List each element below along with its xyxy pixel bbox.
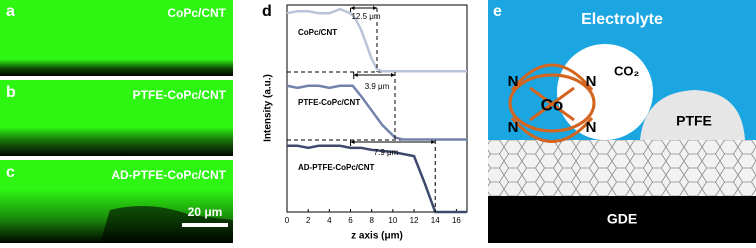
chart: d Intensity (a.u.) z axis (μm) 0 2 4 6 8 10 12…: [262, 3, 468, 242]
bond: [529, 86, 575, 122]
series-label: PTFE-CoPc/CNT: [298, 98, 360, 107]
figure: a CoPc/CNT b PTFE-CoPc/CNT c AD-PTFE-CoP…: [0, 0, 756, 243]
x-tick-label: 8: [369, 216, 374, 225]
panel-letter: d: [262, 3, 272, 20]
profile-line: [286, 7, 467, 73]
ptfe-label: PTFE: [676, 113, 712, 129]
x-tick-label: 14: [431, 216, 440, 225]
ptfe-particle: [640, 90, 745, 140]
co2-label: CO₂: [614, 63, 640, 78]
image-label: AD-PTFE-CoPc/CNT: [111, 168, 226, 182]
x-tick-label: 6: [348, 216, 353, 225]
n-label: N: [586, 119, 597, 136]
ring-arc: [510, 63, 594, 91]
x-axis-label: z axis (μm): [351, 231, 403, 242]
image-b: [0, 80, 233, 156]
n-label: N: [508, 73, 519, 90]
y-axis-label: Intensity (a.u.): [263, 74, 274, 142]
panel-letter: a: [6, 3, 15, 20]
profile-line: [287, 144, 467, 214]
metal-label: Co: [541, 95, 564, 114]
image-shadow: [100, 206, 233, 243]
gde-layer: [488, 196, 756, 243]
panel-letter: c: [6, 164, 15, 181]
image-label: CoPc/CNT: [167, 6, 226, 20]
n-label: N: [586, 73, 597, 90]
x-tick-label: 16: [452, 216, 461, 225]
scale-bar-label: 20 μm: [188, 205, 223, 219]
image-a: [0, 0, 233, 76]
x-tick-label: 4: [327, 216, 332, 225]
ring: [508, 73, 596, 133]
ring-arc: [510, 117, 594, 143]
x-tick-label: 2: [306, 216, 311, 225]
n-label: N: [508, 119, 519, 136]
series-label: CoPc/CNT: [298, 28, 337, 37]
co2-bubble: [557, 44, 653, 140]
series-label: AD-PTFE-CoPc/CNT: [298, 163, 375, 172]
profile-line: [286, 84, 467, 141]
panel-letter: e: [493, 3, 502, 20]
annotation: 7.9 μm: [374, 148, 399, 157]
x-tick-label: 12: [410, 216, 419, 225]
plot-frame: [286, 4, 468, 213]
annotation: 12.5 μm: [351, 12, 380, 21]
annotation: 3.9 μm: [365, 82, 390, 91]
gde-label: GDE: [607, 211, 637, 227]
electrolyte-label: Electrolyte: [581, 11, 663, 28]
x-tick-label: 0: [285, 216, 290, 225]
scale-bar: [182, 223, 228, 227]
diagram: Electrolyte e CO₂ Co N N N N PTFE GDE: [488, 0, 756, 243]
panel-letter: b: [6, 84, 16, 101]
image-label: PTFE-CoPc/CNT: [133, 88, 227, 102]
cnt-layer: [488, 140, 756, 196]
x-tick-label: 10: [388, 216, 397, 225]
